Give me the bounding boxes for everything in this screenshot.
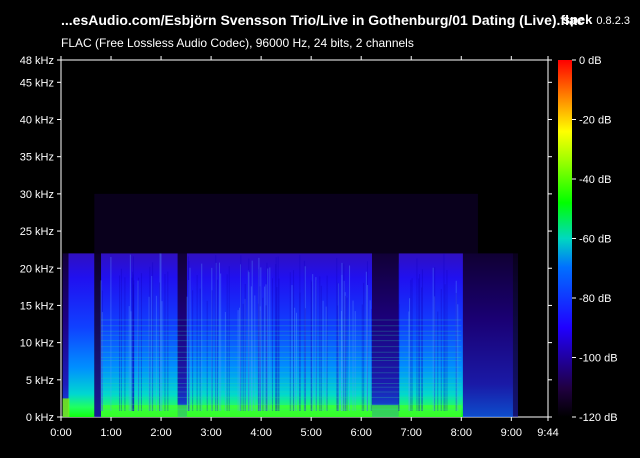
spectrogram-segment bbox=[101, 253, 178, 417]
colorbar-tick-label: -40 dB bbox=[579, 174, 611, 186]
spectrogram-segment bbox=[62, 253, 69, 417]
app-name: spek 0.8.2.3 bbox=[563, 12, 630, 27]
x-tick-label: 9:00 bbox=[501, 427, 522, 439]
colorbar-tick-label: -60 dB bbox=[579, 234, 611, 246]
y-tick-label: 35 kHz bbox=[20, 152, 54, 164]
spectrogram-segment bbox=[94, 253, 102, 417]
x-tick-label: 5:00 bbox=[300, 427, 321, 439]
x-tick-label: 0:00 bbox=[50, 427, 71, 439]
frequency-axis: 0 kHz 5 kHz 10 kHz 15 kHz 20 kHz 25 kHz 30 kHz… bbox=[20, 55, 552, 424]
y-tick-label: 40 kHz bbox=[20, 115, 54, 127]
spectrogram-segment bbox=[372, 253, 399, 417]
x-tick-label: 9:44 bbox=[537, 427, 558, 439]
spectrogram-segment bbox=[186, 253, 373, 417]
colorbar-tick-label: -80 dB bbox=[579, 293, 611, 305]
file-title: ...esAudio.com/Esbjörn Svensson Trio/Liv… bbox=[61, 12, 585, 28]
y-tick-label: 0 kHz bbox=[26, 412, 54, 424]
y-tick-label: 25 kHz bbox=[20, 226, 54, 238]
x-tick-label: 6:00 bbox=[350, 427, 371, 439]
colorbar-tick-label: 0 dB bbox=[579, 55, 602, 67]
time-axis: 0:00 1:00 2:00 3:00 4:00 5:00 6:00 7:00 8:00 9:00… bbox=[50, 56, 559, 439]
spectrogram-segment bbox=[398, 253, 463, 417]
x-tick-label: 2:00 bbox=[150, 427, 171, 439]
colorbar-tick-label: -20 dB bbox=[579, 115, 611, 127]
spectrogram-segment bbox=[177, 253, 187, 417]
colorbar bbox=[558, 60, 572, 417]
x-tick-label: 4:00 bbox=[250, 427, 271, 439]
y-tick-label: 5 kHz bbox=[26, 375, 54, 387]
x-tick-label: 8:00 bbox=[451, 427, 472, 439]
y-tick-label: 10 kHz bbox=[20, 338, 54, 350]
spectrogram-body bbox=[62, 193, 518, 417]
spectrogram-segment bbox=[512, 253, 518, 417]
spectrogram-segment bbox=[462, 253, 513, 417]
app-version: 0.8.2.3 bbox=[596, 15, 630, 27]
y-tick-label: 45 kHz bbox=[20, 77, 54, 89]
spectrogram-low-band bbox=[101, 405, 462, 417]
y-tick-label: 20 kHz bbox=[20, 263, 54, 275]
app-name-label: spek bbox=[562, 12, 593, 27]
x-tick-label: 1:00 bbox=[100, 427, 121, 439]
spectrogram-high-band bbox=[94, 193, 478, 254]
spectrogram-segment bbox=[68, 253, 95, 417]
colorbar-tick-label: -100 dB bbox=[579, 353, 618, 365]
x-tick-label: 3:00 bbox=[200, 427, 221, 439]
x-tick-label: 7:00 bbox=[401, 427, 422, 439]
y-tick-label: 30 kHz bbox=[20, 189, 54, 201]
spectrogram-low-band-intro bbox=[62, 398, 70, 417]
y-tick-label: 15 kHz bbox=[20, 300, 54, 312]
audio-info: FLAC (Free Lossless Audio Codec), 96000 … bbox=[61, 36, 414, 50]
colorbar-axis: 0 dB -20 dB -40 dB -60 dB -80 dB -100 dB -120 … bbox=[572, 55, 618, 424]
y-tick-label: 48 kHz bbox=[20, 55, 54, 67]
colorbar-tick-label: -120 dB bbox=[579, 412, 618, 424]
